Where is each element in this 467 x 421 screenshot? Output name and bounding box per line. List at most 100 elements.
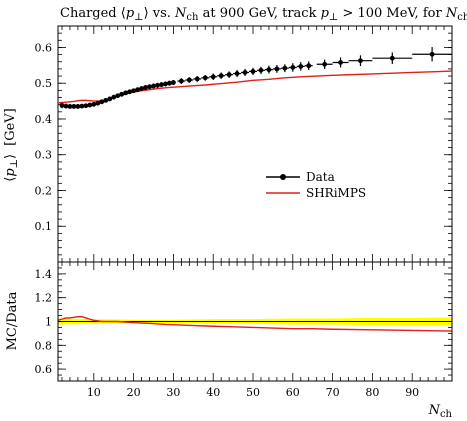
x-tick-label: 30: [166, 386, 180, 399]
x-tick-label: 60: [286, 386, 300, 399]
data-marker: [358, 58, 363, 64]
data-marker: [83, 103, 89, 109]
data-marker: [135, 87, 140, 93]
data-marker: [115, 93, 121, 99]
ratio-y-axis-label: MC/Data: [5, 291, 20, 350]
data-marker: [103, 97, 109, 103]
data-point: [91, 101, 97, 107]
data-point: [111, 94, 117, 100]
main-panel: 0.1 0.2 0.3 0.4 0.5 0.6 ⟨p⊥⟩[GeV] Data SHRiMP…: [3, 25, 453, 263]
data-marker: [127, 89, 133, 95]
data-point: [412, 47, 452, 62]
data-point: [79, 103, 85, 109]
data-marker: [218, 73, 224, 79]
legend: Data SHRiMPS: [266, 170, 366, 200]
x-tick-label: 40: [206, 386, 220, 399]
main-y-tick-label: 0.5: [35, 77, 53, 90]
data-point: [256, 66, 265, 74]
data-marker: [290, 65, 296, 70]
ratio-y-tick-label: 1: [45, 316, 52, 329]
main-y-tick-label: 0.6: [35, 41, 53, 54]
data-marker: [194, 76, 200, 82]
data-marker: [202, 75, 208, 81]
data-marker: [171, 80, 176, 85]
x-tick-label: 90: [405, 386, 419, 399]
data-point: [372, 52, 413, 64]
data-marker: [111, 94, 117, 100]
data-point: [167, 80, 172, 86]
data-point: [177, 78, 186, 84]
data-marker: [167, 80, 172, 86]
data-point: [272, 64, 281, 73]
x-tick-label: 50: [246, 386, 260, 399]
ratio-panel: 0.6 0.8 1 1.2 1.4 10 20 30 40 50 60 70 80 90 MC/Data…: [5, 261, 453, 420]
data-point: [143, 85, 148, 91]
data-marker: [274, 66, 280, 72]
data-marker: [226, 72, 232, 78]
data-point: [119, 91, 125, 97]
data-marker: [123, 90, 129, 96]
data-point: [127, 89, 133, 95]
data-marker: [155, 82, 160, 88]
data-point: [151, 83, 156, 89]
data-point: [71, 104, 77, 109]
data-marker: [234, 71, 240, 76]
data-point: [264, 65, 273, 74]
data-point: [63, 103, 69, 109]
main-y-tick-label: 0.1: [35, 220, 53, 233]
data-marker: [99, 99, 105, 105]
data-marker: [75, 104, 81, 109]
data-marker: [298, 64, 304, 69]
data-point: [185, 77, 194, 83]
data-point: [83, 103, 89, 109]
data-marker: [87, 102, 93, 108]
data-point: [95, 100, 101, 106]
data-marker: [250, 69, 256, 74]
data-point: [171, 79, 176, 85]
data-marker: [63, 103, 69, 109]
data-point: [288, 63, 297, 72]
data-point: [131, 88, 137, 94]
data-marker: [151, 83, 156, 89]
data-marker: [159, 82, 164, 88]
data-marker: [266, 67, 272, 73]
data-marker: [147, 84, 152, 90]
x-axis-label: Nch: [428, 403, 453, 420]
legend-label-shrimps: SHRiMPS: [306, 186, 366, 200]
data-marker: [139, 86, 144, 91]
legend-label-data: Data: [306, 170, 335, 184]
x-tick-label: 10: [87, 386, 101, 399]
data-point: [304, 61, 313, 70]
data-point: [103, 97, 109, 103]
data-point: [159, 82, 164, 88]
data-point: [75, 104, 81, 109]
data-point: [115, 93, 121, 99]
ratio-mc-line: [57, 316, 453, 332]
data-marker: [429, 51, 435, 57]
data-marker: [242, 70, 248, 75]
data-point: [280, 64, 289, 73]
mc-series-line: [57, 70, 453, 104]
main-y-tick-label: 0.4: [35, 113, 53, 126]
data-marker: [338, 60, 343, 65]
data-marker: [210, 74, 216, 80]
data-point: [348, 55, 373, 67]
chart-title: Charged ⟨p⊥⟩ vs. Nch at 900 GeV, track p…: [60, 6, 467, 23]
data-marker: [71, 104, 77, 109]
data-point: [135, 87, 140, 93]
ratio-y-tick-label: 1.4: [35, 268, 53, 281]
data-marker: [143, 85, 148, 90]
data-point: [217, 72, 226, 79]
data-marker: [163, 81, 168, 87]
main-y-tick-label: 0.2: [35, 184, 53, 197]
data-point: [163, 81, 168, 87]
x-tick-label: 70: [326, 386, 340, 399]
data-marker: [91, 101, 97, 107]
ratio-y-tick-label: 1.2: [35, 292, 53, 305]
data-point: [249, 67, 257, 75]
data-marker: [258, 67, 264, 73]
data-marker: [95, 100, 101, 106]
legend-entry-data: Data: [266, 170, 335, 184]
data-marker: [282, 65, 288, 71]
